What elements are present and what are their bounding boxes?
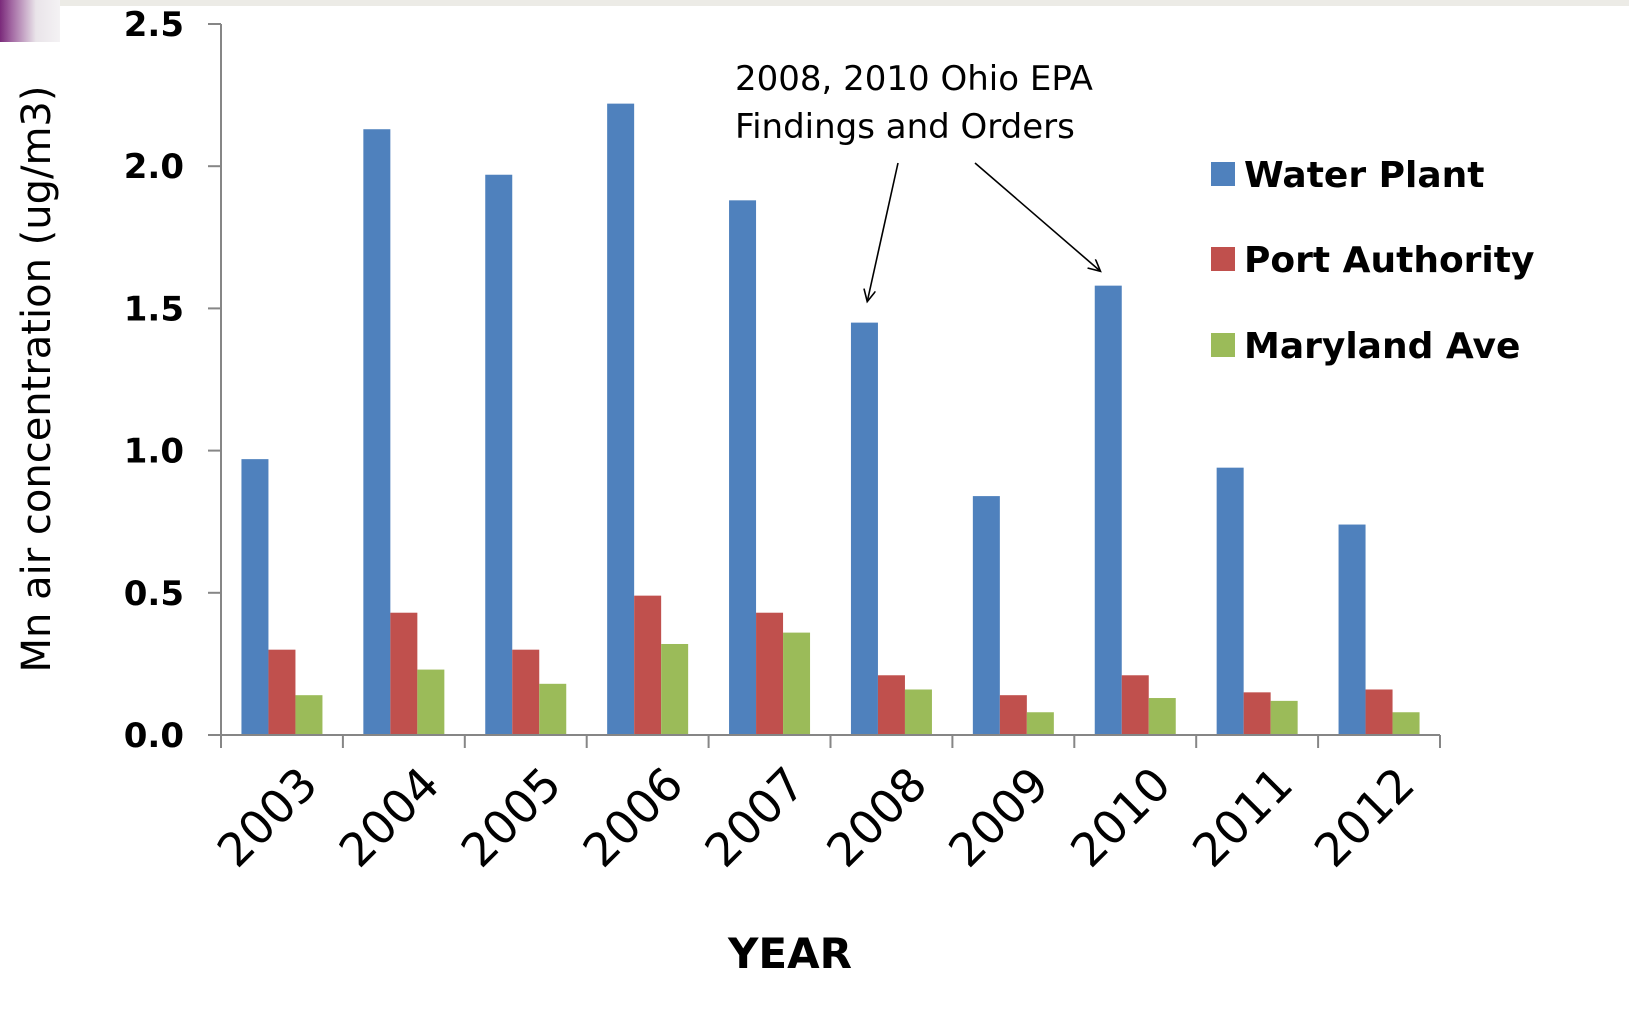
bar-maryland-ave-2007 (783, 632, 811, 735)
bar-port-authority-2011 (1243, 692, 1271, 735)
y-tick-label: 1.0 (124, 432, 184, 472)
annotation-arrow-2010 (974, 162, 1100, 271)
legend-label-maryland-ave: Maryland Ave (1244, 326, 1520, 367)
bar-water-plant-2003 (241, 459, 269, 735)
annotation: 2008, 2010 Ohio EPA Findings and Orders (735, 59, 1100, 301)
bar-port-authority-2005 (512, 649, 540, 735)
bar-water-plant-2008 (850, 322, 878, 735)
y-tick-label: 2.5 (124, 5, 184, 45)
x-tick-label-2004: 2004 (329, 757, 450, 878)
bar-port-authority-2004 (390, 612, 418, 735)
x-tick-label-2003: 2003 (207, 757, 328, 878)
bar-maryland-ave-2010 (1148, 698, 1176, 735)
bar-water-plant-2004 (363, 129, 391, 735)
bar-water-plant-2007 (729, 200, 757, 735)
x-tick-label-2005: 2005 (451, 757, 572, 878)
bar-port-authority-2007 (756, 612, 784, 735)
bar-port-authority-2010 (1121, 675, 1149, 735)
y-tick-label: 0.5 (124, 574, 184, 614)
slide-top-band (60, 0, 1629, 6)
x-tick-label-2012: 2012 (1304, 757, 1425, 878)
bar-maryland-ave-2008 (904, 689, 932, 735)
legend-swatch-water-plant (1211, 162, 1235, 186)
y-tick-label: 2.0 (124, 147, 184, 187)
x-tick-label-2009: 2009 (938, 757, 1059, 878)
bar-maryland-ave-2009 (1026, 712, 1054, 735)
legend-swatch-port-authority (1211, 247, 1235, 271)
bar-maryland-ave-2003 (295, 695, 323, 735)
bar-maryland-ave-2006 (661, 643, 689, 735)
x-tick-label-2011: 2011 (1182, 757, 1303, 878)
bar-maryland-ave-2004 (417, 669, 445, 735)
x-tick-label-2006: 2006 (572, 757, 693, 878)
legend: Water Plant Port Authority Maryland Ave (1211, 155, 1534, 367)
x-tick-label-2007: 2007 (694, 757, 815, 878)
bar-port-authority-2006 (634, 595, 662, 735)
bar-port-authority-2003 (268, 649, 296, 735)
bar-water-plant-2005 (485, 174, 513, 735)
bar-port-authority-2009 (999, 695, 1027, 735)
bar-maryland-ave-2012 (1392, 712, 1420, 735)
x-tick-label-2010: 2010 (1060, 757, 1181, 878)
x-axis-label: YEAR (727, 929, 852, 978)
y-tick-label: 1.5 (124, 289, 184, 329)
bar-port-authority-2008 (877, 675, 905, 735)
annotation-line-1: 2008, 2010 Ohio EPA (735, 59, 1093, 99)
legend-label-water-plant: Water Plant (1244, 155, 1485, 196)
slide-corner-accent (0, 0, 60, 42)
bar-maryland-ave-2011 (1270, 700, 1298, 735)
y-tick-label: 0.0 (124, 716, 184, 756)
bar-maryland-ave-2005 (539, 683, 567, 735)
y-axis-label: Mn air concentration (ug/m3) (14, 86, 60, 673)
bar-port-authority-2012 (1365, 689, 1393, 735)
bar-water-plant-2012 (1338, 524, 1366, 735)
bar-water-plant-2009 (972, 496, 1000, 735)
annotation-line-2: Findings and Orders (735, 107, 1075, 147)
annotation-arrow-2008 (867, 162, 899, 301)
x-tick-label-2008: 2008 (816, 757, 937, 878)
legend-swatch-maryland-ave (1211, 333, 1235, 357)
bar-water-plant-2010 (1094, 285, 1122, 735)
bar-water-plant-2011 (1216, 467, 1244, 735)
bar-water-plant-2006 (607, 103, 635, 735)
legend-label-port-authority: Port Authority (1244, 240, 1534, 281)
bars-group (241, 103, 1420, 735)
